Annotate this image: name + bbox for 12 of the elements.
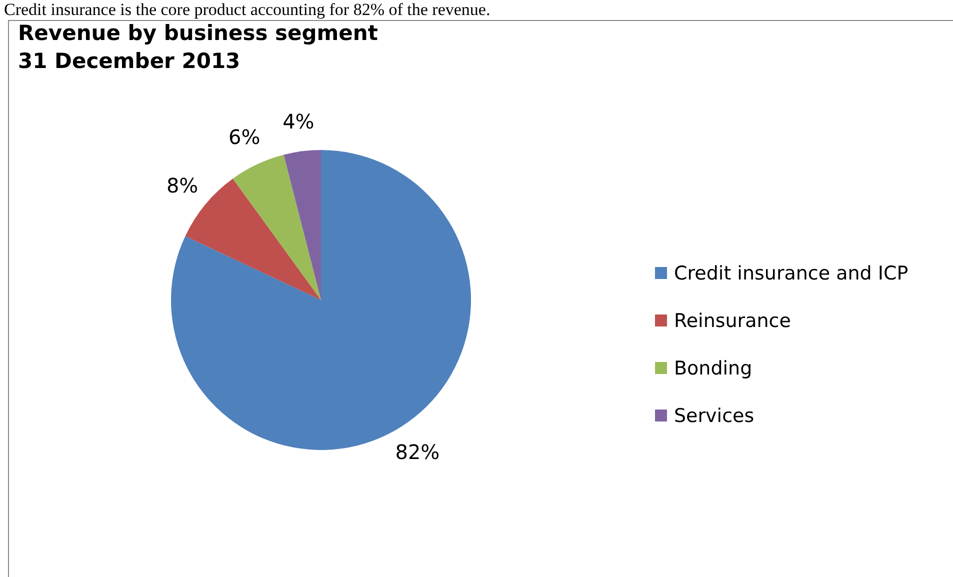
data-label: 82%: [395, 440, 440, 464]
data-label: 6%: [228, 125, 260, 150]
legend-label: Bonding: [674, 358, 752, 380]
legend-label: Reinsurance: [674, 310, 791, 332]
legend-label: Credit insurance and ICP: [674, 262, 908, 285]
data-label: 4%: [282, 109, 314, 134]
chart-title: Revenue by business segment 31 December 2013: [18, 21, 378, 73]
data-label: 8%: [166, 173, 198, 198]
legend-label: Services: [674, 405, 754, 428]
pie-slice: [284, 150, 321, 300]
pie-slice: [232, 154, 321, 300]
text: Credit insurance is the core product accounting for 82% of the revenue.: [4, 0, 490, 19]
